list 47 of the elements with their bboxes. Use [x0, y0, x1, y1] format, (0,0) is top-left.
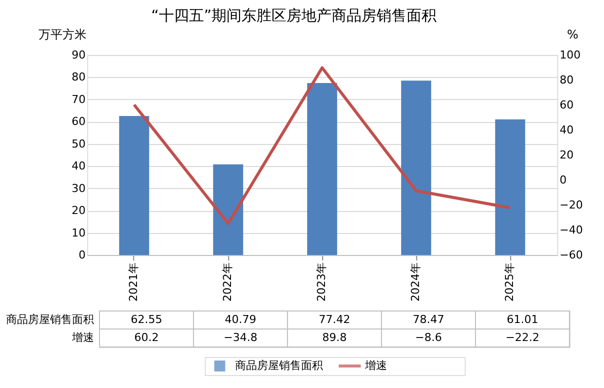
y2-tick-label: 80 [560, 74, 574, 86]
data-label: 78.47 [412, 313, 444, 326]
bar [495, 119, 526, 255]
data-label: −34.8 [224, 331, 258, 344]
chart-title: “十四五”期间东胜区房地产商品房销售面积 [151, 6, 437, 24]
y2-axis-title: % [566, 28, 578, 42]
y-tick-label: 0 [78, 248, 86, 262]
text: 商品房屋销售面积 [6, 313, 94, 326]
data-label: 77.42 [318, 313, 350, 326]
y-tick-label: 70 [72, 92, 86, 106]
line-series [132, 66, 512, 225]
y-tick-label: 30 [72, 182, 86, 195]
legend-label: 增速 [364, 359, 387, 372]
y-tick-label: 10 [72, 226, 86, 240]
bar [401, 80, 432, 255]
x-tick-label: 2025年 [503, 262, 516, 302]
bar [119, 116, 150, 255]
y-tick-label: 80 [72, 70, 86, 84]
y-axis-title: 万平方米 [38, 28, 87, 42]
data-label: −22.2 [506, 331, 540, 344]
y-tick-label: 40 [72, 160, 86, 173]
y2-tick-label: 20 [560, 148, 574, 162]
y2-tick-label: 100 [560, 48, 581, 62]
data-label: 89.8 [322, 331, 347, 344]
x-tick-label: 2021年 [127, 262, 140, 302]
x-tick-label: 2023年 [315, 262, 328, 302]
y2-tick-label: −40 [560, 224, 583, 236]
x-tick-label: 2024年 [409, 262, 422, 302]
bar [213, 164, 244, 255]
data-label: 60.2 [134, 331, 159, 344]
y2-tick-label: −60 [560, 248, 583, 262]
bar [307, 82, 338, 255]
x-tick-label: 2022年 [221, 262, 234, 302]
y2-tick-label: 60 [560, 98, 574, 112]
legend-label: 商品房屋销售面积 [234, 359, 323, 372]
y2-tick-label: 40 [560, 124, 574, 136]
data-label: 40.79 [224, 313, 256, 326]
data-label: 61.01 [506, 313, 538, 326]
y-tick-label: 50 [72, 137, 86, 150]
y-tick-label: 90 [72, 48, 86, 62]
y-tick-label: 60 [72, 115, 86, 128]
data-label: 62.55 [130, 313, 162, 326]
text: 增速 [72, 331, 94, 344]
y-tick-label: 20 [72, 204, 86, 218]
y2-tick-label: −20 [560, 198, 583, 212]
y2-tick-label: 0 [560, 174, 567, 186]
data-label: −8.6 [415, 331, 442, 344]
